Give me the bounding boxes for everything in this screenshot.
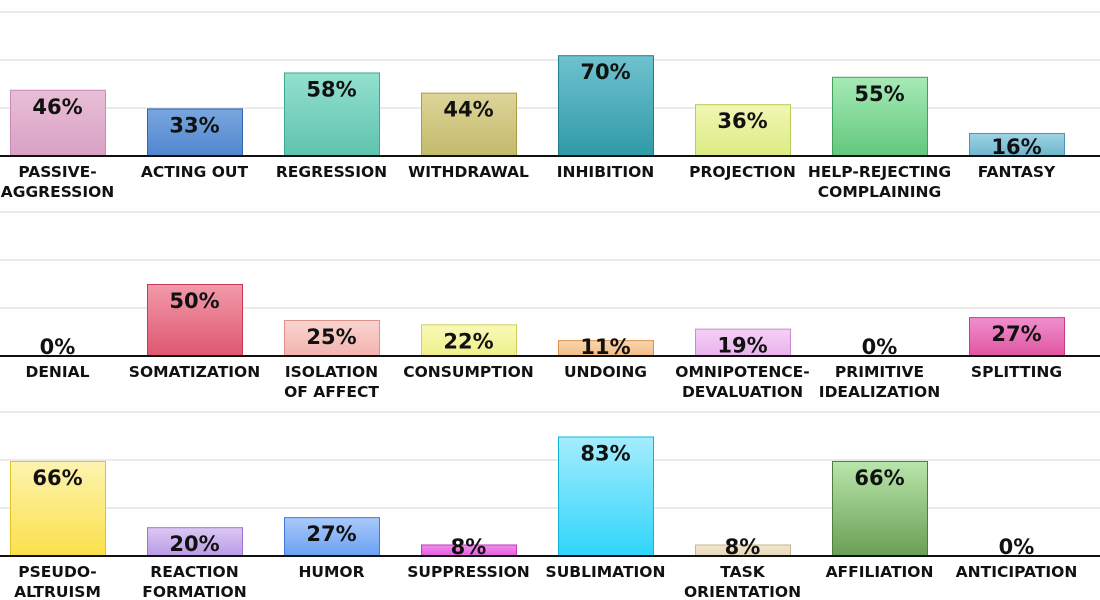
category-label: OF AFFECT <box>284 383 379 401</box>
bar <box>284 320 380 357</box>
bar <box>10 89 106 157</box>
category-label: UNDOING <box>564 363 647 381</box>
category-label: SUPPRESSION <box>407 563 530 581</box>
category-label: TASK <box>720 563 766 581</box>
category-label: ORIENTATION <box>684 583 801 600</box>
bar-value-label: 55% <box>854 82 904 106</box>
category-label: IDEALIZATION <box>819 383 940 401</box>
category-label: PROJECTION <box>689 163 796 181</box>
bar-value-label: 58% <box>306 77 356 101</box>
category-label: WITHDRAWAL <box>408 163 529 181</box>
category-label: ACTING OUT <box>141 163 249 181</box>
bar-value-label: 27% <box>991 322 1041 346</box>
category-label: ALTRUISM <box>14 583 101 600</box>
bar <box>10 460 106 557</box>
bar-value-label: 46% <box>32 95 82 119</box>
category-label: DEVALUATION <box>682 383 803 401</box>
chart-panel-3: 66% PSEUDO- ALTRUISM 20% REACTION FORMATION 27… <box>0 411 1100 600</box>
bar <box>832 460 928 557</box>
category-label: COMPLAINING <box>818 183 941 201</box>
bar-value-label: 50% <box>169 289 219 313</box>
bar-value-label: 70% <box>580 60 630 84</box>
category-label: REACTION <box>150 563 238 581</box>
category-label: ISOLATION <box>285 363 378 381</box>
bar-value-label: 33% <box>169 113 219 137</box>
bar-value-label: 44% <box>443 98 493 122</box>
bar-value-label: 66% <box>854 466 904 490</box>
bar-value-label: 36% <box>717 109 767 133</box>
bar <box>147 527 243 558</box>
category-label: PSEUDO- <box>18 563 96 581</box>
category-label: AFFILIATION <box>826 563 934 581</box>
category-label: FANTASY <box>978 163 1056 181</box>
bar-value-label: 19% <box>717 334 767 358</box>
bar <box>832 76 928 157</box>
category-label: PASSIVE- <box>18 163 96 181</box>
category-label: ANTICIPATION <box>956 563 1078 581</box>
bar-value-label: 83% <box>580 441 630 465</box>
category-label: HUMOR <box>298 563 364 581</box>
bar <box>421 324 517 358</box>
category-label: SPLITTING <box>971 363 1062 381</box>
bar <box>147 108 243 158</box>
category-label: PRIMITIVE <box>835 363 924 381</box>
bar-value-label: 66% <box>32 466 82 490</box>
bar-value-label: 27% <box>306 522 356 546</box>
chart-panel-1: 46% PASSIVE- AGGRESSION 33% ACTING OUT 58% REG… <box>0 11 1100 201</box>
bar-value-label: 22% <box>443 329 493 353</box>
category-label: SOMATIZATION <box>129 363 260 381</box>
category-label: CONSUMPTION <box>403 363 534 381</box>
category-label: HELP-REJECTING <box>808 163 951 181</box>
category-label: SUBLIMATION <box>546 563 666 581</box>
bar <box>695 328 791 358</box>
category-label: REGRESSION <box>276 163 387 181</box>
bar <box>284 517 380 557</box>
bar-value-label: 25% <box>306 325 356 349</box>
category-label: FORMATION <box>142 583 246 600</box>
category-label: DENIAL <box>25 363 89 381</box>
bar <box>284 72 380 157</box>
category-label: OMNIPOTENCE- <box>675 363 809 381</box>
category-label: AGGRESSION <box>1 183 115 201</box>
category-label: INHIBITION <box>557 163 655 181</box>
bar-value-label: 20% <box>169 532 219 556</box>
